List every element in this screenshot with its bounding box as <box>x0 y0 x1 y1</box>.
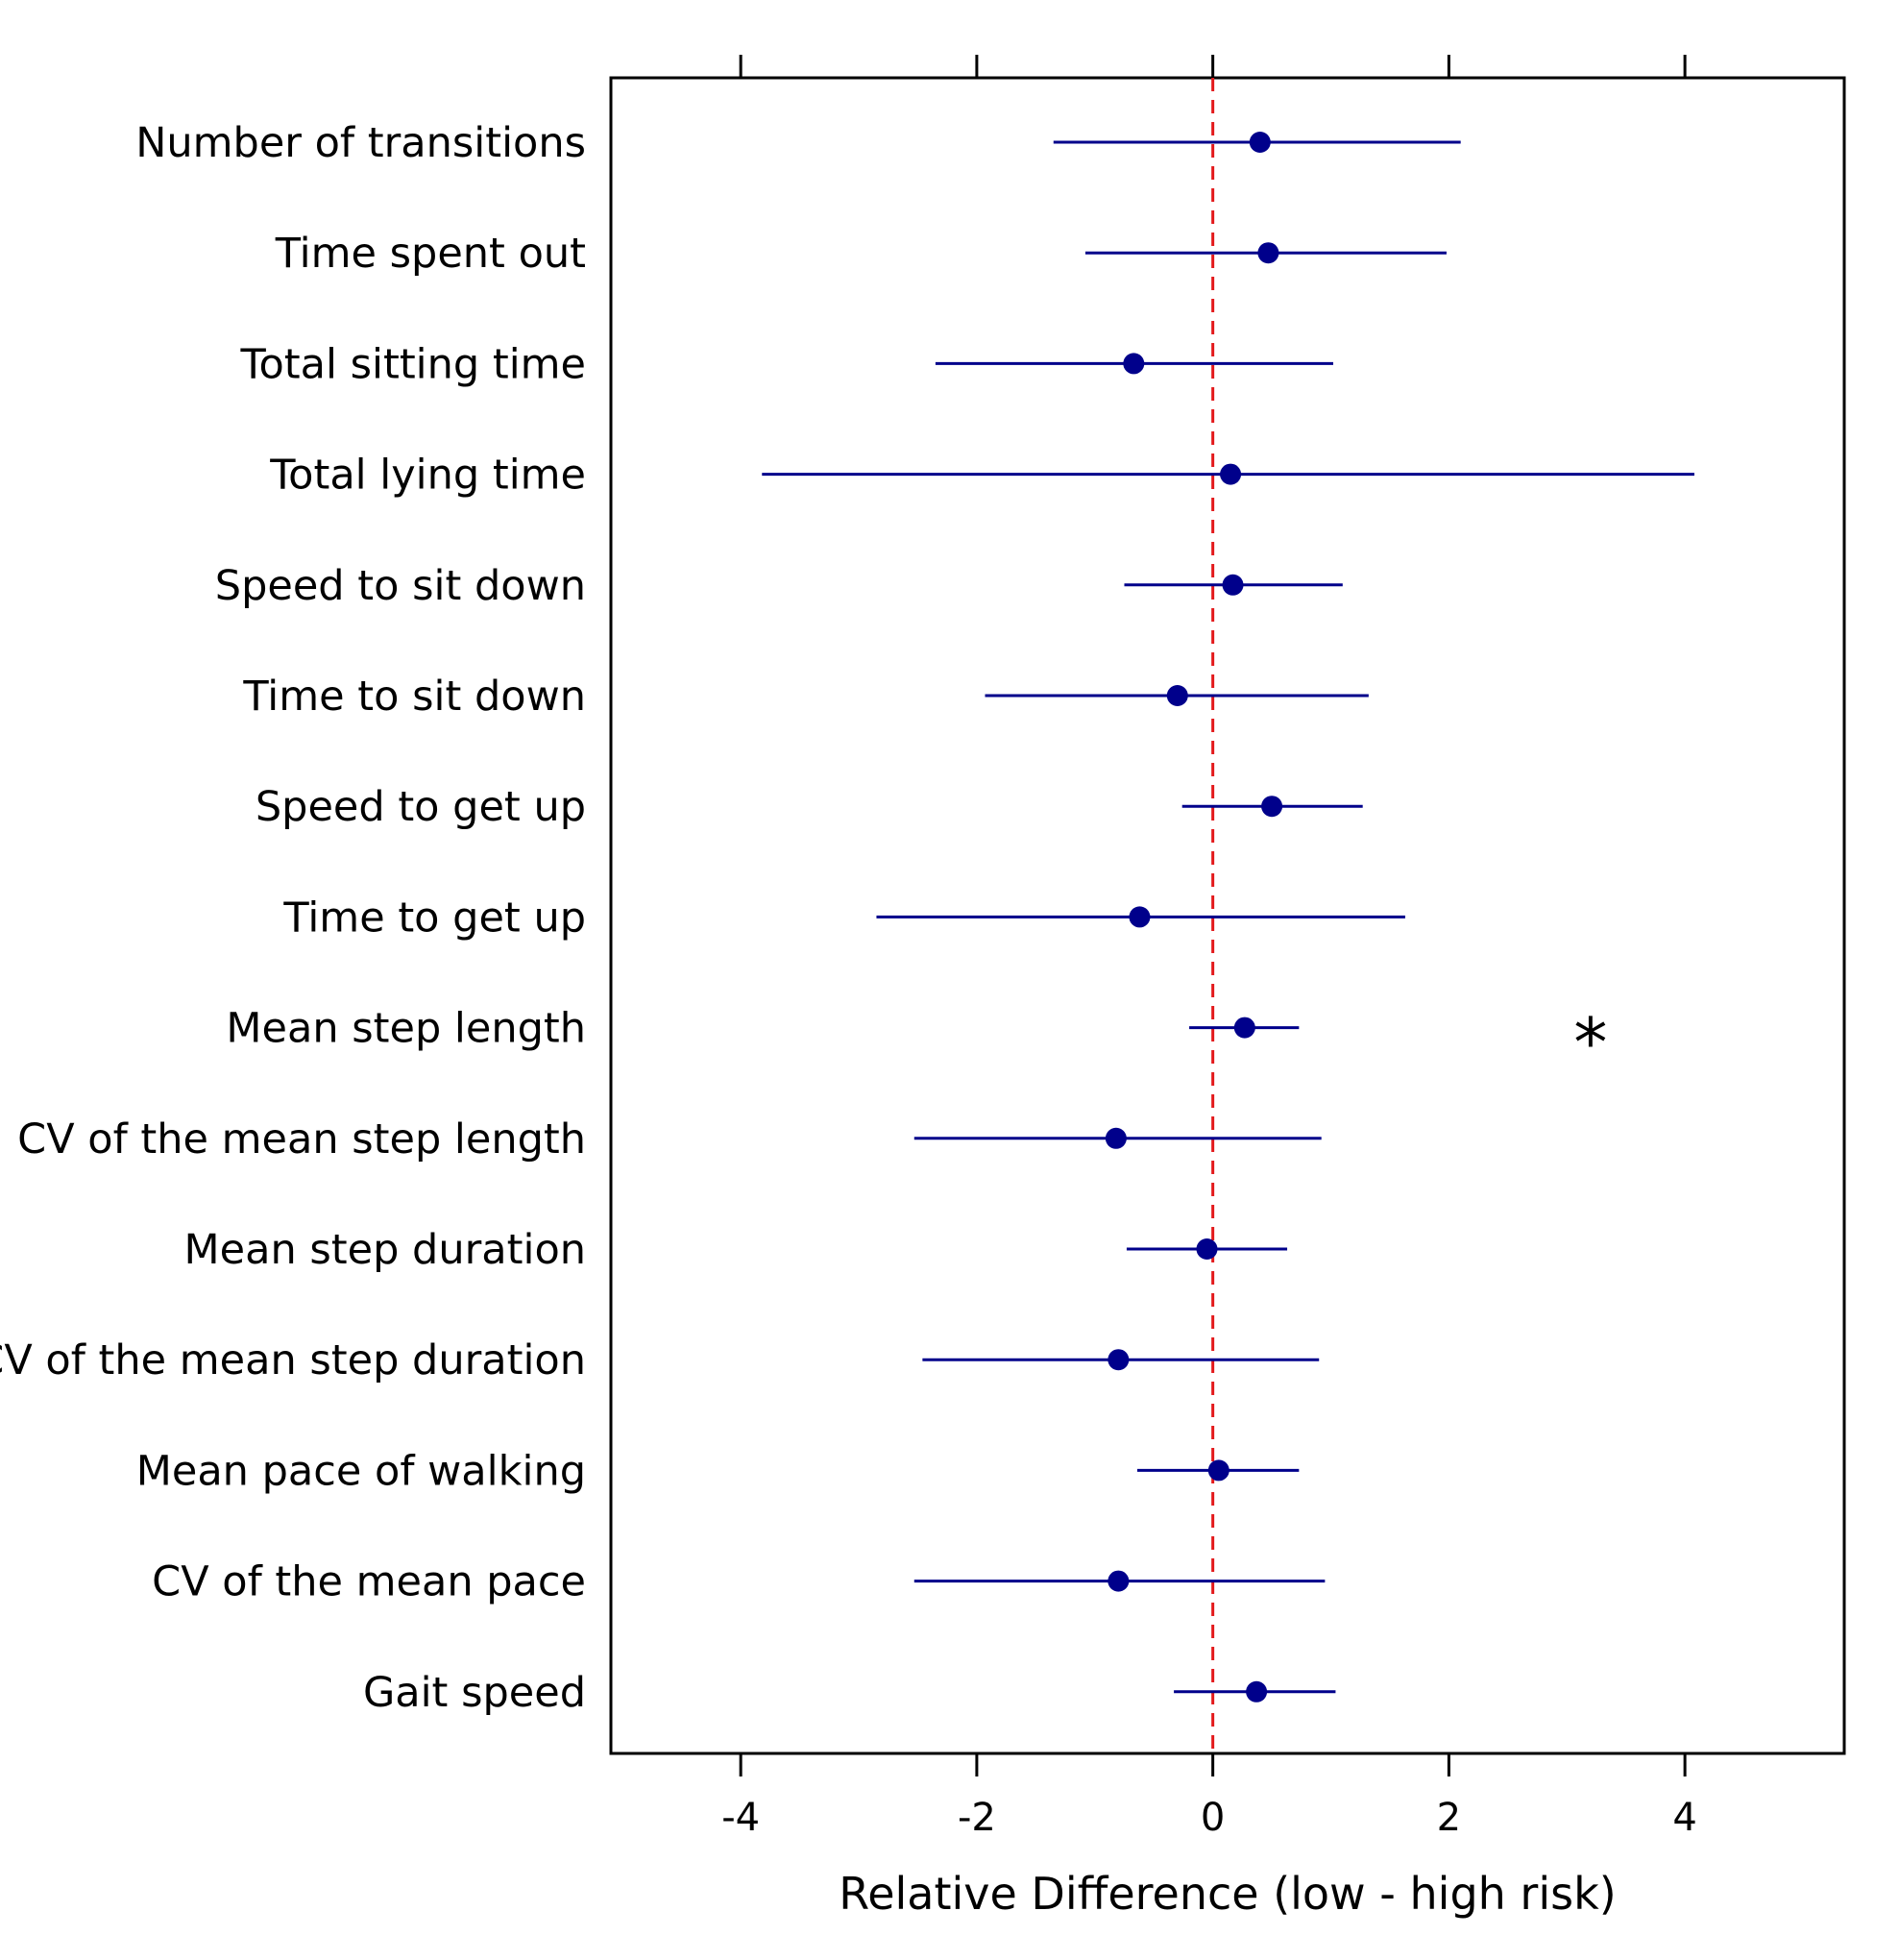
forest-row: Time spent out <box>275 230 1447 278</box>
forest-row: Total sitting time <box>240 340 1333 388</box>
estimate-point <box>1207 1459 1229 1482</box>
annotations: * <box>1573 1004 1607 1083</box>
x-axis-title: Relative Difference (low - high risk) <box>839 1868 1616 1920</box>
forest-row: Total lying time <box>269 452 1694 500</box>
row-label: Mean step length <box>226 1005 586 1053</box>
row-label: Speed to sit down <box>215 562 586 610</box>
x-tick-label: 2 <box>1437 1796 1461 1840</box>
forest-row: Gait speed <box>363 1669 1336 1717</box>
forest-rows: Number of transitions Time spent out Total… <box>0 119 1694 1717</box>
estimate-point <box>1222 574 1244 596</box>
row-label: Time to sit down <box>242 673 586 721</box>
forest-row: Time to get up <box>282 894 1405 942</box>
forest-row: CV of the mean step duration <box>0 1336 1320 1384</box>
estimate-point <box>1233 1017 1255 1039</box>
estimate-point <box>1123 353 1145 375</box>
row-label: Time spent out <box>275 230 586 278</box>
plot-frame <box>609 76 1846 1755</box>
bottom-axis-ticks: -4 -2 0 2 4 <box>721 1753 1697 1840</box>
estimate-point <box>1108 1349 1130 1371</box>
forest-row: Mean step duration <box>184 1226 1288 1274</box>
forest-row: Time to sit down <box>242 673 1369 721</box>
row-label: CV of the mean step duration <box>0 1336 586 1384</box>
x-tick-label: 0 <box>1201 1796 1225 1840</box>
estimate-point <box>1249 132 1271 153</box>
estimate-point <box>1105 1127 1127 1149</box>
forest-row: Number of transitions <box>135 119 1461 167</box>
x-tick-label: -4 <box>721 1796 760 1840</box>
estimate-point <box>1220 463 1242 485</box>
forest-row: CV of the mean step length <box>17 1115 1322 1164</box>
estimate-point <box>1129 906 1151 928</box>
estimate-point <box>1196 1238 1218 1260</box>
row-label: Mean pace of walking <box>136 1447 586 1495</box>
row-label: Total lying time <box>269 452 586 500</box>
significance-asterisk: * <box>1573 1004 1607 1083</box>
estimate-point <box>1261 796 1283 818</box>
forest-row: Mean pace of walking <box>136 1447 1300 1495</box>
forest-row: Speed to sit down <box>215 562 1343 610</box>
row-label: CV of the mean pace <box>152 1558 586 1606</box>
forest-row: Speed to get up <box>256 783 1363 831</box>
row-label: CV of the mean step length <box>17 1115 586 1164</box>
row-label: Number of transitions <box>135 119 586 167</box>
row-label: Mean step duration <box>184 1226 586 1274</box>
estimate-point <box>1166 685 1188 706</box>
forest-row: Mean step length <box>226 1005 1300 1053</box>
estimate-point <box>1246 1680 1268 1703</box>
row-label: Total sitting time <box>240 340 586 388</box>
estimate-point <box>1257 242 1279 264</box>
row-label: Speed to get up <box>256 783 586 831</box>
row-label: Time to get up <box>282 894 586 942</box>
row-label: Gait speed <box>363 1669 586 1717</box>
forest-row: CV of the mean pace <box>152 1558 1326 1606</box>
x-tick-label: 4 <box>1672 1796 1696 1840</box>
estimate-point <box>1108 1570 1130 1592</box>
top-axis-ticks <box>739 55 1687 78</box>
x-tick-label: -2 <box>958 1796 996 1840</box>
